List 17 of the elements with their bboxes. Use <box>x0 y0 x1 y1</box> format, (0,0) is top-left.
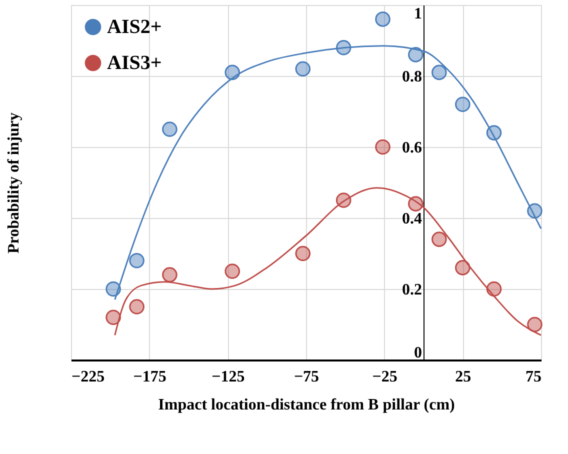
x-tick-label: 25 <box>455 368 472 386</box>
y-tick-label: 0.4 <box>402 210 422 228</box>
x-tick-label: −225 <box>72 368 105 386</box>
x-tick-label: −75 <box>294 368 320 386</box>
y-tick-label: 0.8 <box>402 68 422 86</box>
legend-label: AIS2+ <box>107 16 162 38</box>
y-axis-title: Probability of injury <box>6 112 22 254</box>
x-axis-title: Impact location-distance from B pillar (cm) <box>158 396 455 414</box>
y-tick-label: 0.6 <box>402 140 422 156</box>
x-tick-label: 75 <box>526 368 542 386</box>
x-tick-label: −125 <box>212 368 245 386</box>
y-tick-label: 0.2 <box>402 282 422 298</box>
legend-label: AIS3+ <box>107 52 162 74</box>
y-tick-label: 0 <box>414 344 422 362</box>
x-tick-label: −175 <box>133 368 166 386</box>
x-tick-label: −25 <box>372 368 398 386</box>
y-tick-label: 1 <box>414 6 422 22</box>
